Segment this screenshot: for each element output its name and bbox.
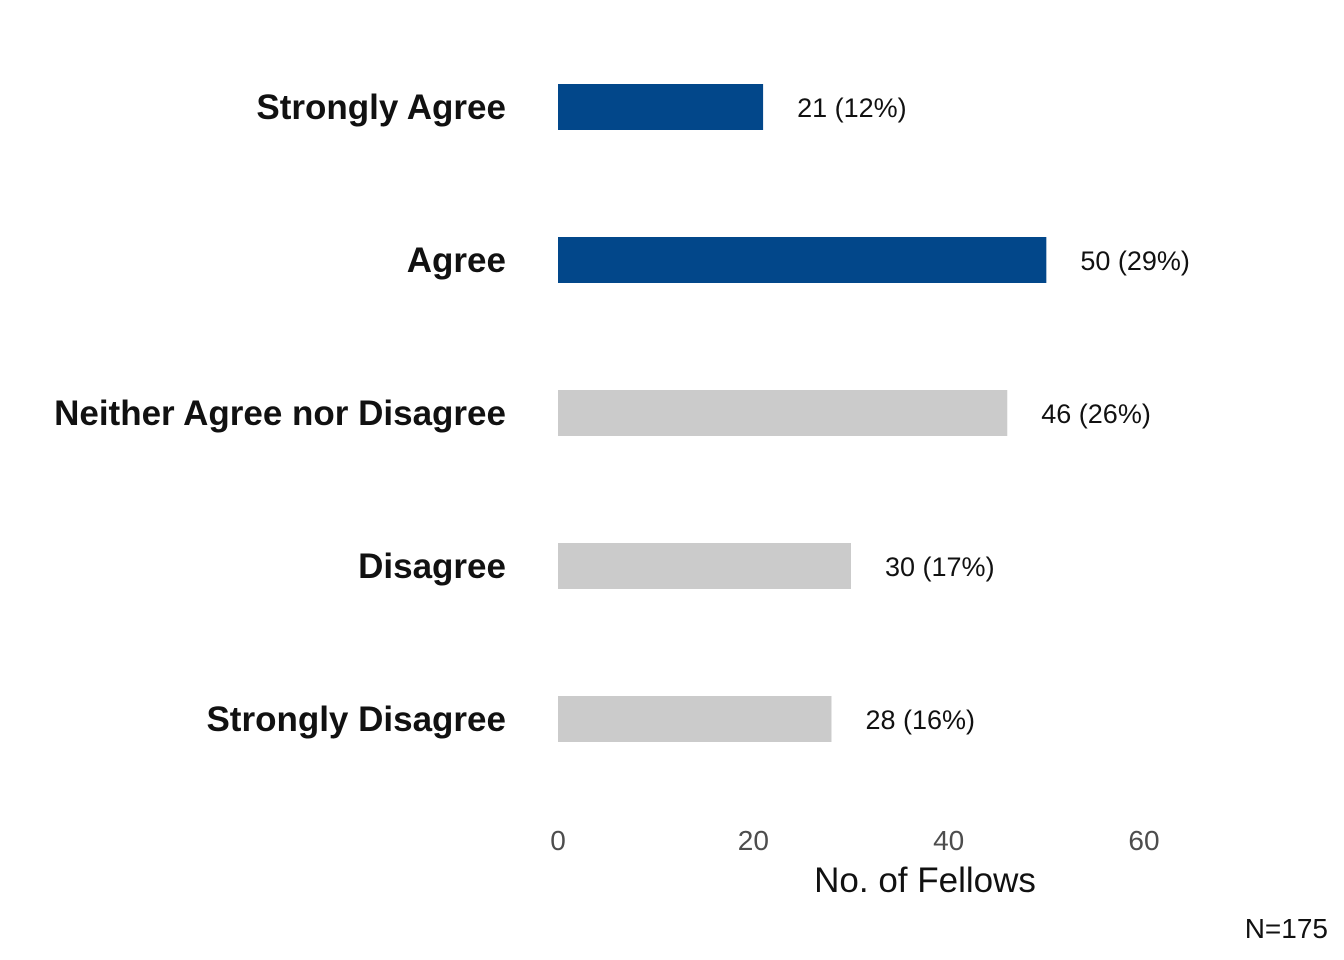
- value-label-strongly-agree: 21 (12%): [797, 93, 907, 123]
- category-label-disagree: Disagree: [358, 547, 506, 586]
- category-label-agree: Agree: [407, 241, 506, 280]
- x-axis-title: No. of Fellows: [814, 861, 1036, 900]
- bar-agree: [558, 237, 1047, 283]
- category-label-strongly-agree: Strongly Agree: [256, 88, 506, 127]
- bar-strongly-disagree: [558, 696, 832, 742]
- bars-group: Strongly Agree 21 (12%) Agree 50 (29%) Neith…: [54, 84, 1190, 742]
- x-tick-label-40: 40: [933, 825, 964, 856]
- bar-neither-agree-nor-disagree: [558, 390, 1008, 436]
- bar-strongly-agree: [558, 84, 764, 130]
- x-tick-label-60: 60: [1128, 825, 1159, 856]
- bar-disagree: [558, 543, 851, 589]
- value-label-neither-agree-nor-disagree: 46 (26%): [1041, 399, 1151, 429]
- value-label-agree: 50 (29%): [1080, 246, 1190, 276]
- x-tick-label-20: 20: [738, 825, 769, 856]
- value-label-strongly-disagree: 28 (16%): [865, 705, 975, 735]
- x-tick-label-0: 0: [550, 825, 566, 856]
- sample-size-note: N=175: [1245, 913, 1328, 944]
- x-axis-ticks: 0 20 40 60: [550, 825, 1159, 856]
- category-label-neither-agree-nor-disagree: Neither Agree nor Disagree: [54, 394, 506, 433]
- category-label-strongly-disagree: Strongly Disagree: [206, 700, 506, 739]
- value-label-disagree: 30 (17%): [885, 552, 995, 582]
